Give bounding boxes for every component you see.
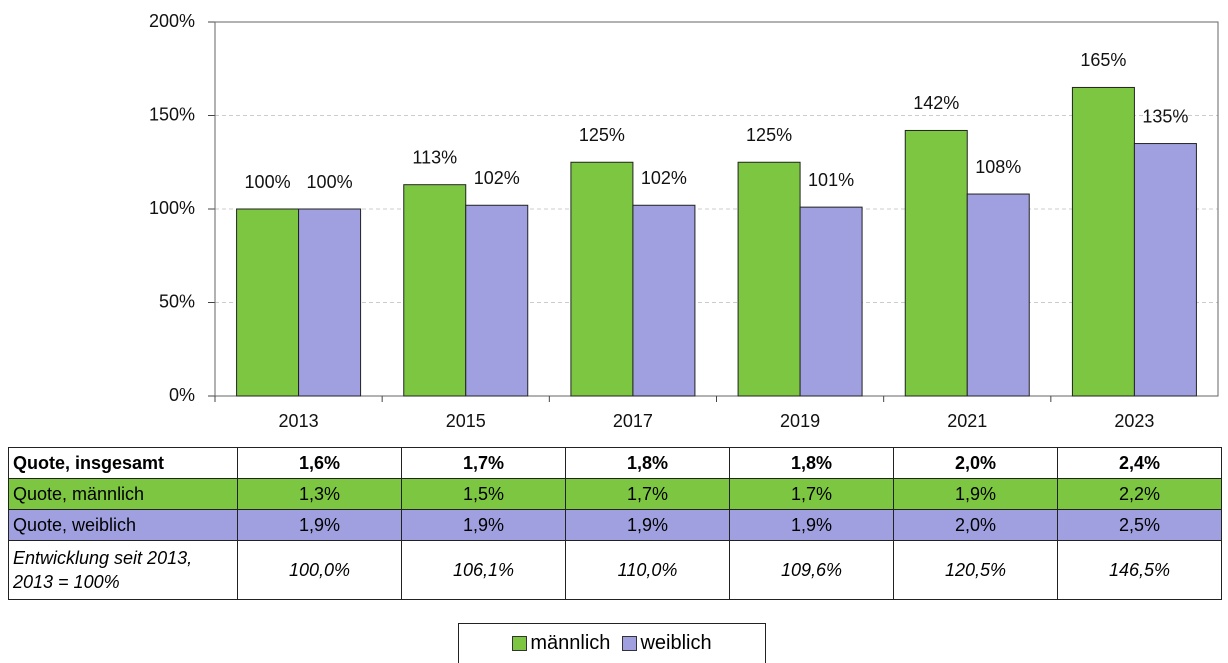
table-cell: 1,9%: [401, 509, 566, 541]
value-label: 100%: [245, 172, 291, 192]
bar: [799, 206, 863, 397]
value-label: 125%: [579, 125, 625, 145]
x-tick-label: 2013: [279, 411, 319, 431]
legend-label: männlich: [530, 632, 611, 654]
bar: [904, 129, 968, 397]
table-cell: Quote, insgesamt: [8, 447, 238, 479]
table-cell: 1,6%: [237, 447, 402, 479]
y-tick-label: 200%: [149, 11, 195, 31]
bar: [966, 193, 1030, 397]
y-tick-label: 150%: [149, 104, 195, 124]
x-tick-label: 2019: [780, 411, 820, 431]
table-cell: 2,0%: [893, 447, 1058, 479]
value-label: 102%: [474, 168, 520, 188]
table-cell: 1,9%: [237, 509, 402, 541]
bar: [298, 208, 362, 397]
value-label: 108%: [975, 157, 1021, 177]
y-tick-label: 100%: [149, 198, 195, 218]
table-cell: 1,3%: [237, 478, 402, 510]
bar: [1133, 143, 1197, 397]
table-cell: 1,9%: [893, 478, 1058, 510]
table-cell: 1,7%: [729, 478, 894, 510]
table-row: Quote, insgesamt 1,6% 1,7% 1,8% 1,8% 2,0% 2,4%: [8, 447, 1222, 479]
legend-swatch: [512, 636, 528, 652]
legend-swatch: [622, 636, 638, 652]
table-row: Entwicklung seit 2013, 2013 = 100% 100,0%…: [8, 540, 1222, 600]
table-cell: 1,8%: [729, 447, 894, 479]
table-row: Quote, männlich 1,3% 1,5% 1,7% 1,7% 1,9% 2,2%: [8, 478, 1222, 510]
x-tick-label: 2021: [947, 411, 987, 431]
value-label: 113%: [412, 147, 457, 167]
legend-item: weiblich: [622, 632, 712, 655]
table-cell: 106,1%: [401, 540, 566, 600]
value-label: 125%: [746, 125, 792, 145]
value-label: 100%: [307, 172, 353, 192]
legend: männlich weiblich: [458, 623, 766, 663]
value-label: 102%: [641, 168, 687, 188]
value-label: 101%: [808, 170, 854, 190]
table-cell: 2,0%: [893, 509, 1058, 541]
value-label: 142%: [913, 93, 959, 113]
data-table: Quote, insgesamt 1,6% 1,7% 1,8% 1,8% 2,0% 2,4%…: [8, 447, 1222, 600]
table-cell: 2,4%: [1057, 447, 1222, 479]
table-cell: Quote, weiblich: [8, 509, 238, 541]
bar: [737, 161, 801, 397]
bar: [1071, 86, 1135, 397]
bar: [570, 161, 634, 397]
legend-item: männlich: [512, 632, 610, 655]
table-cell: Entwicklung seit 2013, 2013 = 100%: [8, 540, 238, 600]
table-cell: 120,5%: [893, 540, 1058, 600]
table-cell: 2,2%: [1057, 478, 1222, 510]
chart: 0% 50% 100% 150% 200% 2013 100% 100% 2015 113% 102…: [149, 11, 1219, 431]
table-cell: 109,6%: [729, 540, 894, 600]
table-cell: 1,8%: [565, 447, 730, 479]
legend-label: weiblich: [640, 632, 712, 654]
table-cell: 1,7%: [401, 447, 566, 479]
table-cell: 1,7%: [565, 478, 730, 510]
table-cell: 110,0%: [565, 540, 730, 600]
table-cell: 1,5%: [401, 478, 566, 510]
x-tick-label: 2015: [446, 411, 486, 431]
value-label: 135%: [1142, 106, 1188, 126]
table-row: Quote, weiblich 1,9% 1,9% 1,9% 1,9% 2,0% 2,5%: [8, 509, 1222, 541]
table-cell: 146,5%: [1057, 540, 1222, 600]
table-cell: 1,9%: [729, 509, 894, 541]
bar: [465, 204, 529, 397]
x-tick-label: 2017: [613, 411, 653, 431]
table-cell: Quote, männlich: [8, 478, 238, 510]
table-cell: 1,9%: [565, 509, 730, 541]
bar: [236, 208, 300, 397]
y-tick-label: 50%: [159, 291, 195, 311]
table-cell: 2,5%: [1057, 509, 1222, 541]
table-cell: 100,0%: [237, 540, 402, 600]
y-tick-label: 0%: [169, 385, 195, 405]
bar: [403, 184, 467, 397]
bar: [632, 204, 696, 397]
value-label: 165%: [1080, 50, 1126, 70]
x-tick-label: 2023: [1114, 411, 1154, 431]
